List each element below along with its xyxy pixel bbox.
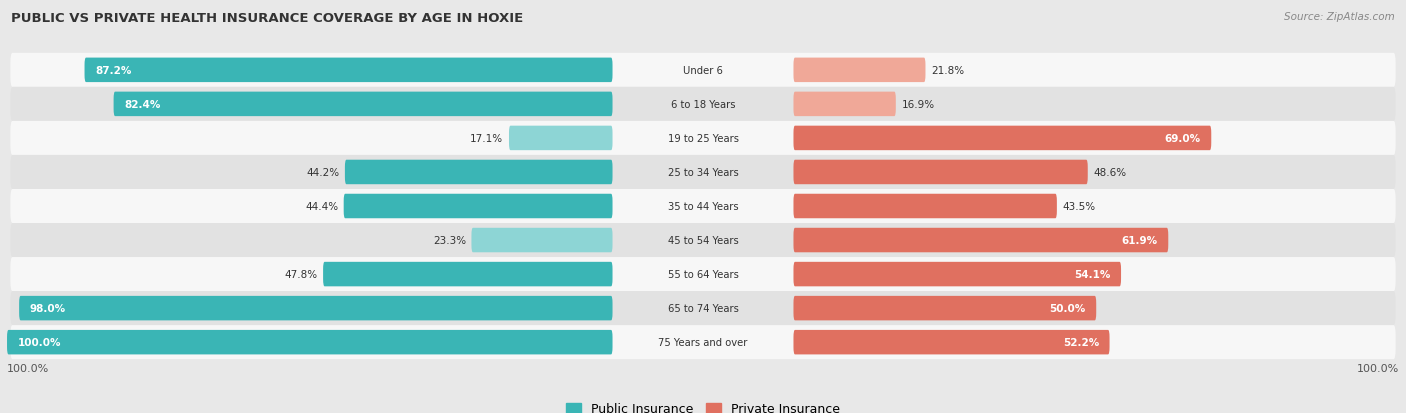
Text: 21.8%: 21.8% bbox=[931, 66, 965, 76]
Legend: Public Insurance, Private Insurance: Public Insurance, Private Insurance bbox=[561, 397, 845, 413]
Text: 43.5%: 43.5% bbox=[1063, 202, 1095, 211]
Text: 75 Years and over: 75 Years and over bbox=[658, 337, 748, 347]
Text: 16.9%: 16.9% bbox=[901, 100, 935, 109]
Text: 100.0%: 100.0% bbox=[7, 363, 49, 373]
Text: 50.0%: 50.0% bbox=[1049, 304, 1085, 313]
FancyBboxPatch shape bbox=[793, 330, 1109, 354]
FancyBboxPatch shape bbox=[7, 330, 613, 354]
Text: Under 6: Under 6 bbox=[683, 66, 723, 76]
FancyBboxPatch shape bbox=[10, 190, 1396, 223]
Text: 23.3%: 23.3% bbox=[433, 235, 465, 245]
FancyBboxPatch shape bbox=[793, 93, 896, 117]
Text: 69.0%: 69.0% bbox=[1164, 133, 1201, 144]
FancyBboxPatch shape bbox=[793, 262, 1121, 287]
FancyBboxPatch shape bbox=[323, 262, 613, 287]
Text: 100.0%: 100.0% bbox=[1357, 363, 1399, 373]
FancyBboxPatch shape bbox=[10, 121, 1396, 156]
FancyBboxPatch shape bbox=[84, 59, 613, 83]
FancyBboxPatch shape bbox=[20, 296, 613, 320]
Text: 44.4%: 44.4% bbox=[305, 202, 337, 211]
FancyBboxPatch shape bbox=[114, 93, 613, 117]
FancyBboxPatch shape bbox=[10, 292, 1396, 325]
FancyBboxPatch shape bbox=[793, 228, 1168, 253]
FancyBboxPatch shape bbox=[10, 156, 1396, 190]
FancyBboxPatch shape bbox=[344, 160, 613, 185]
FancyBboxPatch shape bbox=[10, 325, 1396, 359]
FancyBboxPatch shape bbox=[343, 194, 613, 219]
Text: 82.4%: 82.4% bbox=[124, 100, 160, 109]
Text: 45 to 54 Years: 45 to 54 Years bbox=[668, 235, 738, 245]
Text: PUBLIC VS PRIVATE HEALTH INSURANCE COVERAGE BY AGE IN HOXIE: PUBLIC VS PRIVATE HEALTH INSURANCE COVER… bbox=[11, 12, 523, 25]
FancyBboxPatch shape bbox=[509, 126, 613, 151]
Text: Source: ZipAtlas.com: Source: ZipAtlas.com bbox=[1284, 12, 1395, 22]
FancyBboxPatch shape bbox=[10, 88, 1396, 121]
Text: 35 to 44 Years: 35 to 44 Years bbox=[668, 202, 738, 211]
Text: 47.8%: 47.8% bbox=[284, 269, 318, 280]
Text: 48.6%: 48.6% bbox=[1094, 168, 1126, 178]
FancyBboxPatch shape bbox=[793, 296, 1097, 320]
FancyBboxPatch shape bbox=[793, 194, 1057, 219]
FancyBboxPatch shape bbox=[10, 223, 1396, 257]
Text: 65 to 74 Years: 65 to 74 Years bbox=[668, 304, 738, 313]
Text: 61.9%: 61.9% bbox=[1122, 235, 1157, 245]
Text: 52.2%: 52.2% bbox=[1063, 337, 1099, 347]
Text: 44.2%: 44.2% bbox=[307, 168, 339, 178]
Text: 19 to 25 Years: 19 to 25 Years bbox=[668, 133, 738, 144]
FancyBboxPatch shape bbox=[471, 228, 613, 253]
FancyBboxPatch shape bbox=[10, 257, 1396, 292]
Text: 25 to 34 Years: 25 to 34 Years bbox=[668, 168, 738, 178]
FancyBboxPatch shape bbox=[793, 59, 925, 83]
Text: 98.0%: 98.0% bbox=[30, 304, 66, 313]
FancyBboxPatch shape bbox=[793, 160, 1088, 185]
Text: 100.0%: 100.0% bbox=[17, 337, 60, 347]
Text: 6 to 18 Years: 6 to 18 Years bbox=[671, 100, 735, 109]
FancyBboxPatch shape bbox=[793, 126, 1211, 151]
Text: 54.1%: 54.1% bbox=[1074, 269, 1111, 280]
Text: 55 to 64 Years: 55 to 64 Years bbox=[668, 269, 738, 280]
Text: 87.2%: 87.2% bbox=[96, 66, 131, 76]
FancyBboxPatch shape bbox=[10, 54, 1396, 88]
Text: 17.1%: 17.1% bbox=[470, 133, 503, 144]
